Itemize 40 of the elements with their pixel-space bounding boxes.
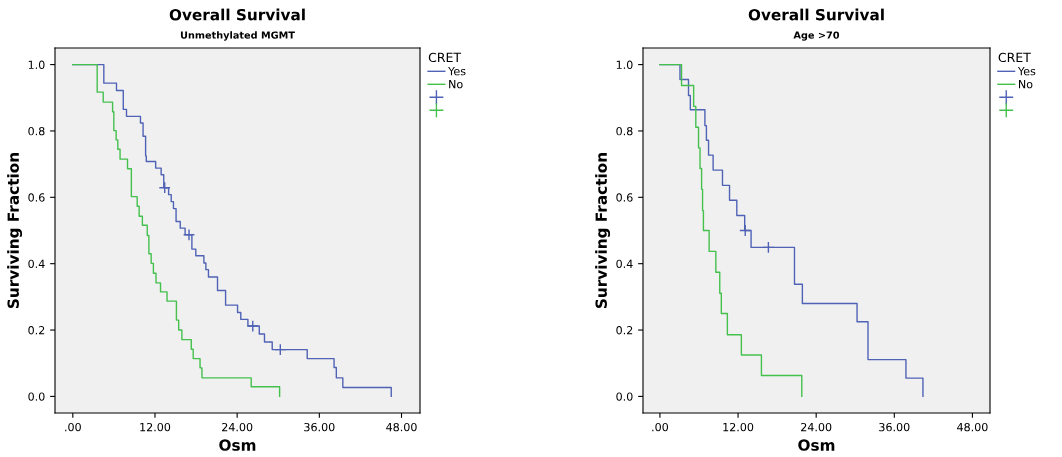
x-tick-label: 12.00	[723, 422, 754, 432]
legend-label: No	[1019, 80, 1033, 89]
y-axis-title: Surviving Fraction	[595, 153, 611, 309]
legend-label: Yes	[1017, 67, 1036, 76]
y-tick-label: 1.0	[28, 60, 45, 69]
y-tick-label: 0.2	[616, 326, 633, 335]
y-tick-label: 1.0	[616, 60, 633, 69]
x-tick-label: 36.00	[879, 422, 910, 432]
chart-subtitle: Unmethylated MGMT	[180, 31, 295, 41]
x-tick-label: 12.00	[140, 422, 171, 432]
y-tick-label: 0.6	[616, 193, 633, 202]
x-tick-label: 24.00	[222, 422, 253, 432]
y-tick-label: 0.2	[28, 326, 45, 335]
point	[182, 228, 196, 241]
point	[158, 181, 171, 194]
x-tick-label: 36.00	[304, 422, 335, 432]
x-tick-label: .00	[652, 422, 669, 432]
point	[246, 319, 259, 333]
chart-title: Overall Survival	[748, 8, 884, 21]
x-axis-title: Osm	[798, 439, 835, 451]
x-tick-label: .00	[65, 422, 81, 432]
y-axis-title: Surviving Fraction	[7, 153, 23, 309]
y-tick-label: 0.0	[28, 392, 45, 401]
x-axis-title: Osm	[219, 439, 256, 451]
point	[274, 343, 287, 356]
y-tick-label: 0.4	[28, 259, 45, 269]
y-tick-label: 0.4	[616, 259, 633, 269]
y-tick-label: 0.0	[616, 392, 633, 401]
x-tick-label: 48.00	[386, 422, 417, 432]
legend-title: CRET	[998, 52, 1031, 63]
legend-title: CRET	[428, 52, 462, 63]
y-tick-label: 0.8	[28, 126, 45, 136]
x-tick-label: 24.00	[801, 422, 832, 432]
x-tick-label: 48.00	[957, 422, 988, 432]
chart-title: Overall Survival	[169, 8, 305, 21]
legend-label: Yes	[448, 67, 466, 76]
y-tick-label: 0.6	[28, 193, 45, 202]
y-tick-label: 0.8	[616, 126, 633, 136]
chart-subtitle: Age >70	[793, 31, 840, 41]
legend-label: No	[449, 80, 463, 89]
